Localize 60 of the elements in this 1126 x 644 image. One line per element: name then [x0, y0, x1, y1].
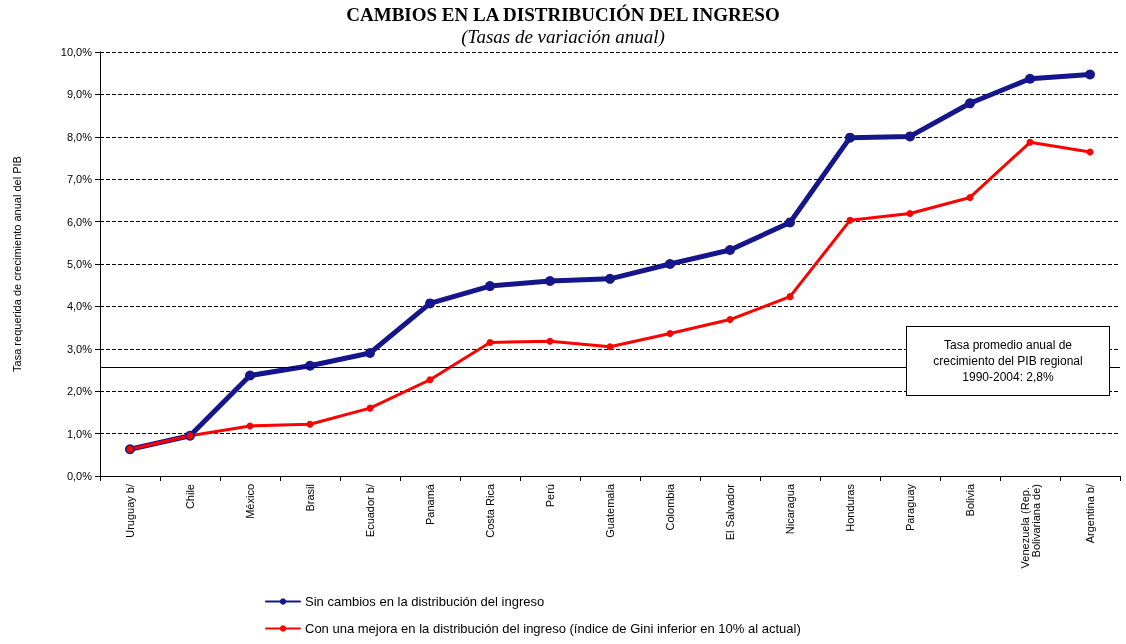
point: [726, 316, 734, 324]
point: [426, 376, 434, 384]
point: [365, 348, 375, 359]
y-tick-label: 2,0%: [66, 385, 93, 398]
point: [786, 293, 794, 301]
x-tick-label: Panamá: [424, 483, 436, 525]
point: [665, 259, 675, 269]
point: [245, 370, 255, 381]
point: [425, 298, 435, 309]
x-tick-label: Honduras: [844, 483, 856, 532]
point: [1025, 73, 1035, 84]
x-tick-label: Nicaragua: [784, 483, 796, 535]
legend-label: Sin cambios en la distribución del ingreso: [305, 594, 545, 609]
x-tick-label: Uruguay b/: [124, 483, 136, 538]
point: [906, 210, 914, 218]
x-tick-label: Guatemala: [604, 483, 616, 538]
legend-label: Con una mejora en la distribución del ingreso (índice de Gini inferior en 10% al actual): [305, 621, 801, 636]
point: [1085, 69, 1095, 80]
y-tick-label: 3,0%: [66, 342, 93, 355]
point: [545, 275, 555, 286]
x-tick-label: Costa Rica: [484, 483, 496, 538]
point: [605, 273, 615, 284]
point: [485, 281, 495, 292]
chart-title: CAMBIOS EN LA DISTRIBUCIÓN DEL INGRESO: [346, 4, 780, 25]
y-tick-label: 10,0%: [60, 46, 93, 58]
point: [845, 132, 855, 143]
point: [666, 330, 674, 338]
point: [966, 193, 974, 201]
y-tick-label: 5,0%: [66, 258, 93, 270]
x-tick-label: Argentina b/: [1084, 483, 1096, 544]
note-box: Tasa promedio anual de crecimiento del PIB regional 1990-2004: 2,8%: [906, 326, 1110, 396]
x-tick-label: Ecuador b/: [364, 483, 376, 538]
y-tick-label: 8,0%: [66, 130, 93, 143]
y-tick-label: 0,0%: [66, 470, 93, 482]
chart-subtitle: (Tasas de variación anual): [461, 26, 665, 48]
x-tick-label: Paraguay: [904, 483, 916, 532]
point: [606, 343, 614, 351]
point: [965, 98, 975, 109]
point: [725, 245, 735, 256]
y-tick-label: 7,0%: [66, 173, 93, 186]
x-tick-label: El Salvador: [724, 483, 736, 541]
y-axis-title: Tasa requerida de crecimiento anual del PIB: [10, 156, 23, 372]
x-tick-label: Chile: [184, 484, 196, 510]
y-tick-label: 6,0%: [66, 215, 93, 228]
y-tick-label: 9,0%: [66, 88, 93, 101]
point: [1026, 138, 1034, 146]
y-tick-label: 4,0%: [66, 300, 93, 313]
point: [785, 217, 795, 228]
y-tick-label: 1,0%: [66, 427, 93, 440]
x-tick-label: Perú: [544, 484, 556, 508]
x-tick-label: México: [244, 484, 256, 519]
point: [306, 420, 314, 428]
x-tick-label: Colombia: [664, 483, 676, 531]
point: [846, 216, 854, 224]
annotation: Tasa promedio anual de crecimiento del PIB regional 1990-2004: 2,8%: [933, 338, 1083, 384]
point: [905, 131, 915, 142]
point: [486, 338, 494, 346]
x-tick-label: Brasil: [304, 484, 316, 512]
x-tick-label: Venezuela (Rep. Bolivariana de): [1018, 484, 1042, 569]
x-tick-label: Bolivia: [964, 483, 976, 517]
